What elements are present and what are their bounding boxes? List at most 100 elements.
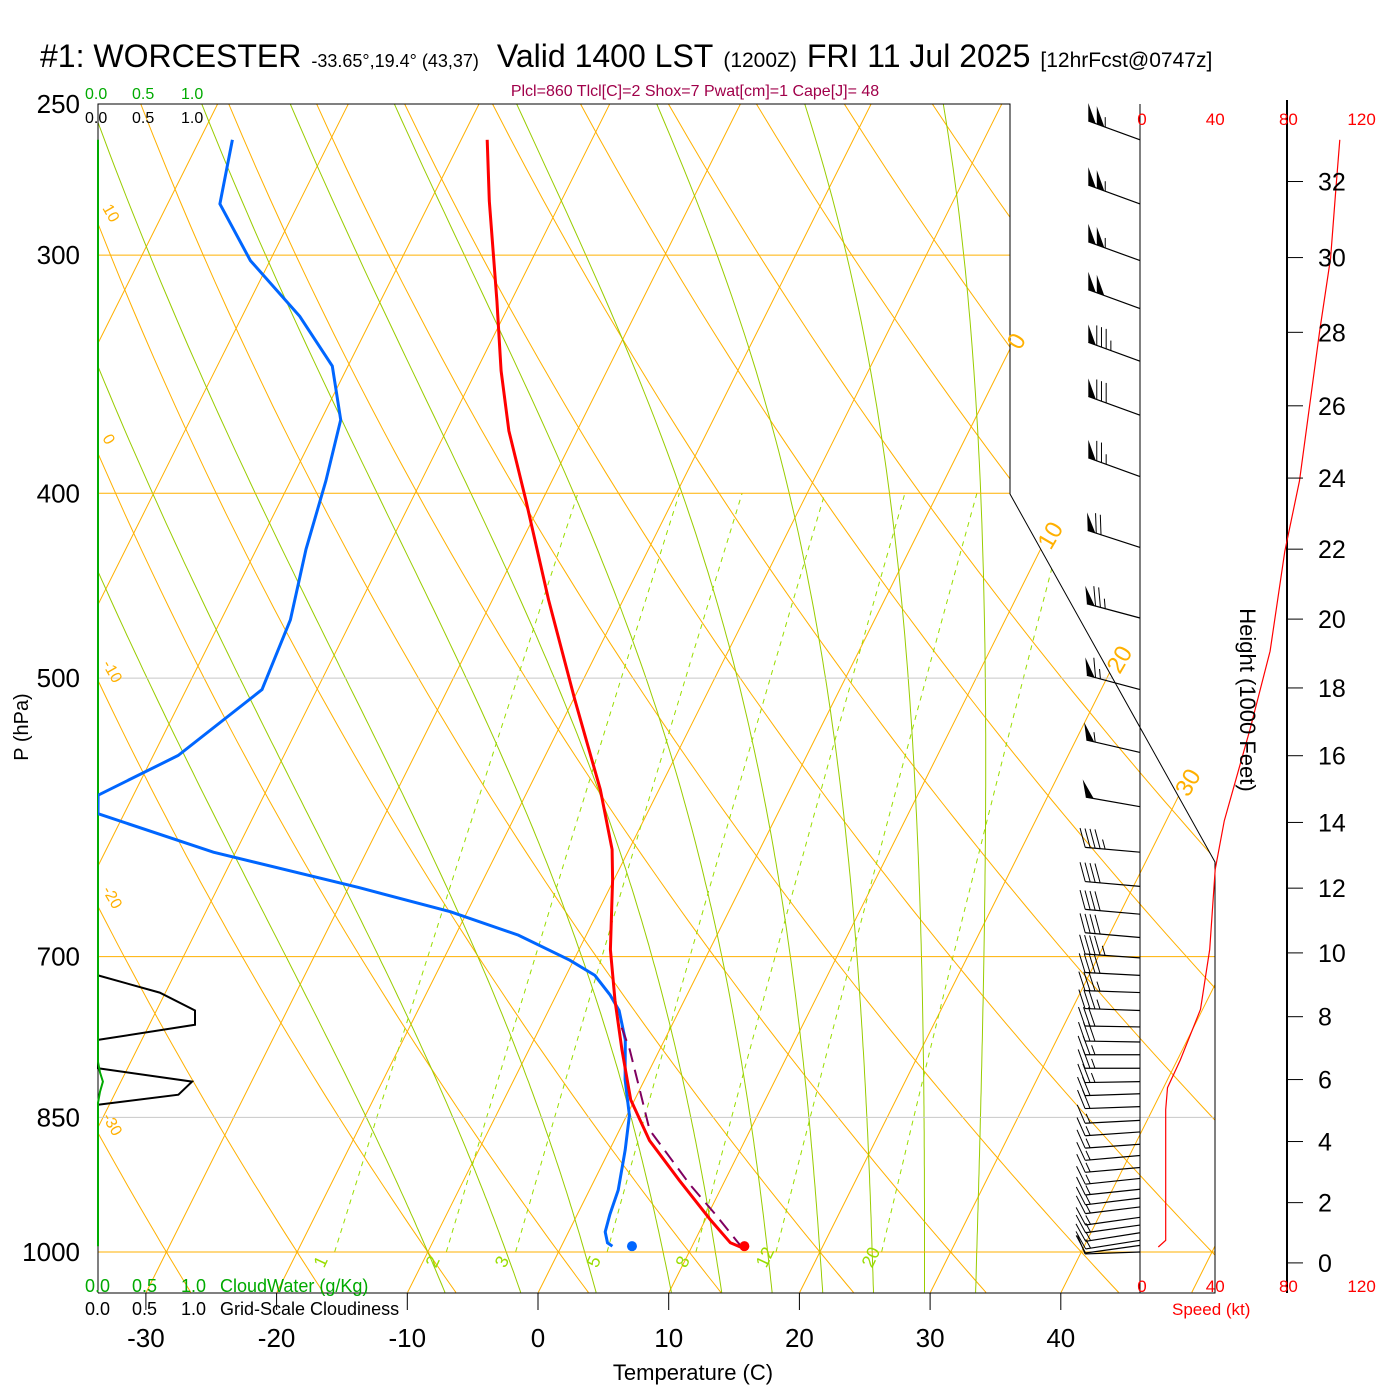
- wind-barb-feather: [1088, 1022, 1096, 1042]
- wind-barb: [1078, 953, 1141, 976]
- wind-barb-half-feather: [1099, 668, 1101, 680]
- wind-barbs: [1075, 103, 1141, 1255]
- dry-adiabat-line: [98, 104, 722, 1293]
- wind-barb: [1087, 512, 1141, 548]
- mixing-ratio-label: 1: [310, 1253, 332, 1271]
- wind-barb-feather: [1076, 1117, 1086, 1136]
- moist-adiabat-line: [282, 104, 723, 1293]
- x-axis-label: Temperature (C): [613, 1360, 773, 1385]
- wind-barb-staff: [1086, 739, 1141, 754]
- wind-barb: [1079, 889, 1141, 915]
- speed-tick-label-top: 40: [1206, 110, 1225, 129]
- wind-barb-feather: [1084, 862, 1091, 883]
- wind-barb-feather: [1088, 1007, 1096, 1027]
- wind-barb-feather: [1079, 862, 1086, 882]
- height-tick-label: 32: [1318, 169, 1346, 197]
- wind-barb: [1078, 971, 1141, 994]
- moist-adiabat-line: [798, 104, 925, 1293]
- isotherm-line: [1060, 104, 1215, 1293]
- wind-barb-staff: [1088, 289, 1141, 310]
- sounding-indices: Plcl=860 Tlcl[C]=2 Shox=7 Pwat[cm]=1 Cap…: [510, 83, 880, 100]
- wind-barb: [1077, 1035, 1140, 1056]
- wind-barb-half-feather: [1085, 1150, 1091, 1161]
- plot-frame: [97, 100, 1288, 1294]
- moist-adiabat-line: [194, 104, 672, 1293]
- temperature-tick-label: 0: [531, 1323, 545, 1353]
- wind-barb: [1082, 779, 1141, 808]
- moist-adiabat-line: [98, 104, 522, 1293]
- cloudwater-label: CloudWater (g/Kg): [220, 1276, 368, 1296]
- wind-barb-staff: [1085, 971, 1141, 976]
- isotherm-line: [98, 104, 611, 1293]
- speed-tick-label-top: 120: [1347, 110, 1375, 129]
- parcel-line: [620, 1026, 743, 1249]
- wind-barb-feather: [1083, 971, 1091, 991]
- wind-barb-feather: [1093, 586, 1097, 607]
- wind-barb: [1077, 1049, 1140, 1069]
- wind-barb-pennant: [1096, 226, 1105, 248]
- wind-barb: [1078, 989, 1141, 1012]
- wind-barb: [1088, 271, 1141, 310]
- wind-barb: [1078, 1021, 1141, 1043]
- speed-line: [1157, 139, 1341, 1248]
- wind-barb-feather: [1094, 935, 1101, 956]
- wind-barb: [1088, 167, 1141, 205]
- temperature-tick-label: 30: [916, 1323, 945, 1353]
- mixing-ratio-line: [881, 493, 1072, 1253]
- cloudiness-label: Grid-Scale Cloudiness: [220, 1299, 399, 1319]
- mixing-ratio-label: 3: [491, 1253, 513, 1271]
- wind-barb-half-feather: [1090, 1072, 1096, 1083]
- pressure-tick-label: 400: [37, 478, 80, 508]
- wind-barb-staff: [1085, 1143, 1141, 1149]
- wind-barb: [1085, 585, 1141, 619]
- wind-barb: [1075, 1195, 1141, 1215]
- wind-barb-staff: [1085, 1216, 1141, 1226]
- wind-barb: [1077, 1076, 1141, 1097]
- wind-barb-feather: [1075, 1186, 1086, 1206]
- dewpoint-line: [98, 139, 631, 1248]
- wind-barb-feather: [1084, 890, 1091, 910]
- wind-barb-feather: [1078, 971, 1086, 991]
- wind-barb-half-feather: [1085, 1126, 1091, 1136]
- moist-adiabat-line: [649, 104, 874, 1293]
- speed-tick-label-bottom: 40: [1206, 1277, 1225, 1296]
- wind-barb-feather: [1095, 513, 1097, 534]
- wind-barb-staff: [1085, 1244, 1141, 1254]
- temperature-tick-label: 20: [785, 1323, 814, 1353]
- isotherm-label: 0: [1002, 329, 1032, 354]
- temperature-tick-label: -30: [127, 1323, 165, 1353]
- wind-barb-feather: [1079, 827, 1086, 848]
- wind-barb-feather: [1083, 1022, 1091, 1042]
- wind-barb-feather: [1089, 828, 1096, 849]
- wind-barb-half-feather: [1085, 1222, 1091, 1233]
- wind-barb-feather: [1093, 954, 1101, 974]
- wind-barb-pennant: [1087, 512, 1096, 533]
- height-tick-label: 22: [1318, 536, 1346, 564]
- wind-barb-feather: [1076, 1129, 1086, 1149]
- wind-barb-half-feather: [1085, 1231, 1092, 1241]
- wind-barb-feather: [1099, 514, 1102, 535]
- wind-barb: [1076, 1117, 1141, 1137]
- dry-adiabat-line: [1372, 104, 1400, 1292]
- wind-barb-staff: [1085, 1251, 1141, 1255]
- cloudwater-tick: 0.0: [85, 86, 107, 103]
- valid-time: Valid 1400 LST: [496, 38, 714, 74]
- dry-adiabat-line: [1195, 104, 1215, 1293]
- wind-barb-feather: [1078, 953, 1086, 973]
- wind-barb-staff: [1084, 1081, 1141, 1084]
- mixing-ratio-label: 2: [421, 1253, 443, 1271]
- wind-barb-feather: [1089, 862, 1096, 883]
- pressure-tick-label: 1000: [22, 1237, 80, 1267]
- dry-adiabat-line: [98, 104, 457, 1293]
- wind-barb-feather: [1089, 914, 1096, 934]
- pressure-tick-label: 500: [37, 663, 80, 693]
- wind-speed-profile: [1157, 139, 1341, 1248]
- height-tick-label: 6: [1318, 1067, 1332, 1095]
- mixing-ratio-line: [606, 493, 826, 1253]
- dry-adiabat-line: [98, 104, 589, 1293]
- wind-barb-feather: [1075, 1231, 1087, 1250]
- isotherm-line: [98, 104, 349, 1293]
